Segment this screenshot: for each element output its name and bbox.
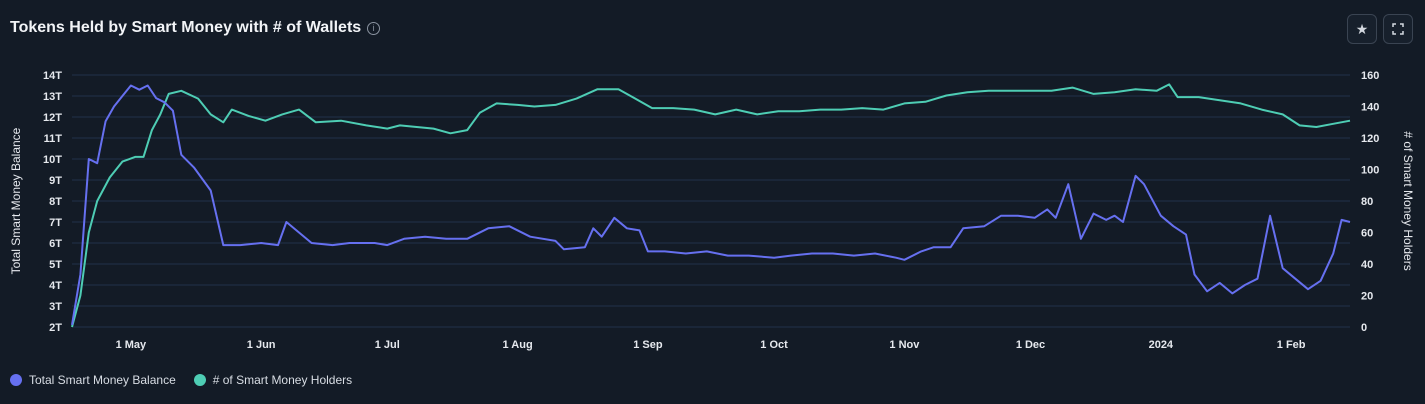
x-tick-label: 1 Feb <box>1277 339 1306 351</box>
x-tick-label: 1 Nov <box>889 339 920 351</box>
y-tick-label: 9T <box>49 175 62 187</box>
legend-item-balance[interactable]: Total Smart Money Balance <box>10 373 176 387</box>
y2-tick-label: 140 <box>1361 102 1379 114</box>
x-tick-label: 1 Jun <box>247 339 276 351</box>
star-icon: ★ <box>1355 21 1369 37</box>
line-chart: 2T 3T 4T 5T 6T 7T 8T 9T 10T 11T 12T 13T 14T 0 20 40 60 80… <box>9 70 1415 351</box>
legend: Total Smart Money Balance # of Smart Mon… <box>10 373 352 387</box>
y2-axis-label: # of Smart Money Holders <box>1401 131 1415 270</box>
fullscreen-icon <box>1392 23 1404 35</box>
y2-tick-label: 120 <box>1361 133 1379 145</box>
y2-tick-label: 100 <box>1361 165 1379 177</box>
y-tick-label: 11T <box>44 133 63 145</box>
x-tick-label: 1 Oct <box>760 339 788 351</box>
y2-tick-label: 40 <box>1361 259 1373 271</box>
info-icon[interactable]: i <box>367 22 381 35</box>
y-tick-label: 3T <box>49 301 62 313</box>
y-tick-label: 12T <box>43 112 62 124</box>
chart-title-text: Tokens Held by Smart Money with # of Wal… <box>10 19 362 36</box>
series-line-balance <box>71 84 1351 326</box>
y-tick-label: 7T <box>49 217 62 229</box>
y2-tick-label: 60 <box>1361 228 1373 240</box>
y-tick-label: 4T <box>49 280 62 292</box>
legend-swatch-holders <box>193 374 206 386</box>
y-tick-label: 5T <box>49 259 62 271</box>
y2-tick-label: 80 <box>1361 196 1373 208</box>
x-tick-label: 1 Dec <box>1016 339 1045 351</box>
y-axis-label: Total Smart Money Balance <box>9 127 23 274</box>
favorite-button[interactable]: ★ <box>1347 14 1377 44</box>
y-tick-label: 2T <box>49 322 62 334</box>
legend-label-holders: # of Smart Money Holders <box>212 373 353 387</box>
x-tick-label: 1 Jul <box>375 339 400 351</box>
fullscreen-button[interactable] <box>1383 14 1413 44</box>
y2-tick-label: 160 <box>1361 70 1379 82</box>
series-line-holders <box>71 83 1351 328</box>
y-tick-label: 14T <box>43 70 62 82</box>
y2-tick-label: 0 <box>1361 322 1367 334</box>
chart-title: Tokens Held by Smart Money with # of Wal… <box>10 19 381 37</box>
x-tick-label: 1 Aug <box>503 339 533 351</box>
y-tick-label: 8T <box>49 196 62 208</box>
x-tick-label: 2024 <box>1149 339 1174 351</box>
x-tick-label: 1 May <box>116 339 147 351</box>
legend-item-holders[interactable]: # of Smart Money Holders <box>193 373 353 387</box>
y2-tick-label: 20 <box>1361 291 1373 303</box>
y-tick-label: 13T <box>43 91 62 103</box>
y-tick-label: 6T <box>49 238 62 250</box>
legend-swatch-balance <box>10 374 22 386</box>
legend-label-balance: Total Smart Money Balance <box>29 373 176 387</box>
y-tick-label: 10T <box>43 154 62 166</box>
x-tick-label: 1 Sep <box>633 339 663 351</box>
